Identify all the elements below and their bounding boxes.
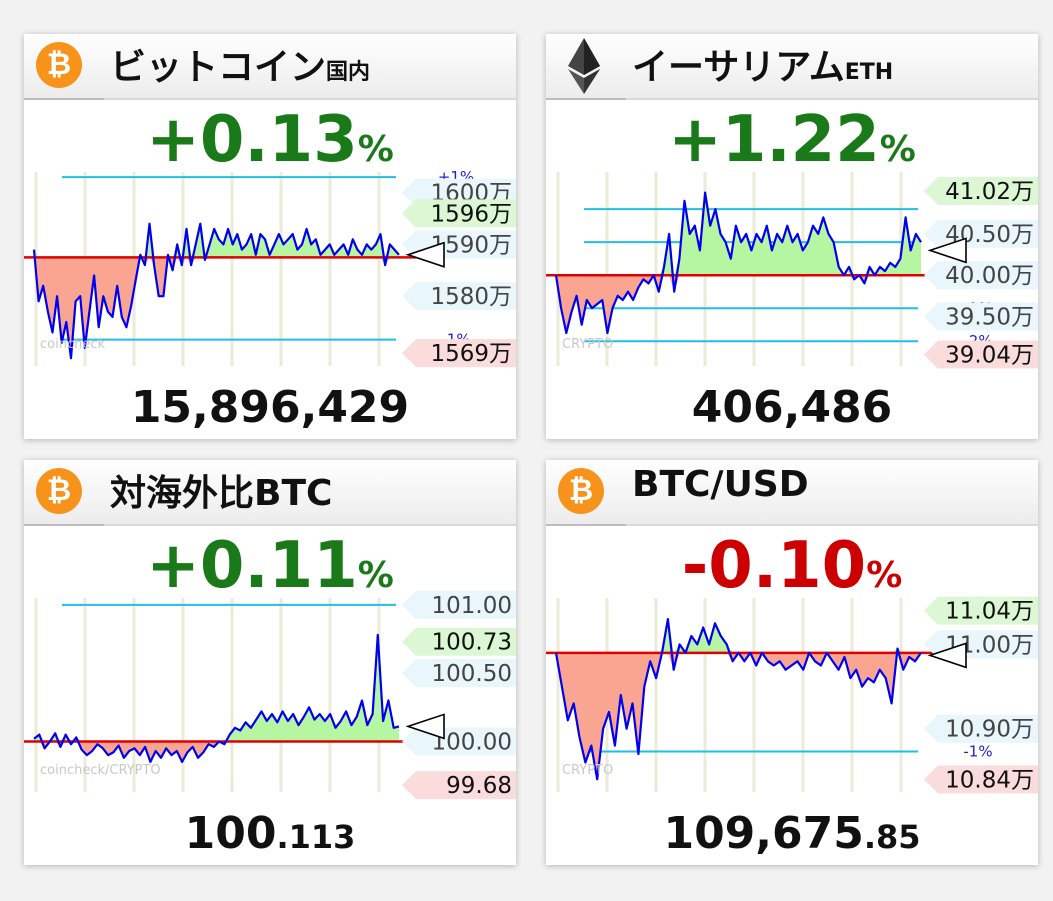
level-label-bg (924, 596, 1038, 625)
gain-area (34, 223, 399, 258)
current-price-marker (927, 237, 967, 264)
price-line (32, 222, 400, 360)
price-chart: -1%-2%CRYPTO41.02万40.50万40.00万39.50万39.0… (546, 172, 1038, 369)
watermark: CRYPTO (562, 337, 613, 352)
level-label-bg (402, 282, 516, 311)
level-label: 100.73 (432, 630, 512, 656)
level-label-bg (924, 261, 1038, 290)
level-label-bg (402, 659, 516, 688)
current-price-marker (927, 642, 967, 669)
change-percent: +0.13% (146, 103, 394, 177)
level-label-bg (924, 765, 1038, 794)
price-line (33, 633, 400, 763)
panel-title: ビットコイン国内 (110, 47, 371, 88)
watermark: CRYPTO (562, 763, 613, 778)
current-price: 109,675.85 (663, 808, 921, 859)
ethereum-icon (568, 38, 600, 94)
level-label-bg (924, 714, 1038, 743)
level-label: 11.04万 (945, 599, 1034, 625)
panel-bitcoin-domestic: ₿ ビットコイン国内 +0.13% +1%-1%coincheck1600万15… (24, 34, 516, 439)
panel-premium-btc: ₿ 対海外比BTC +0.11% coincheck/CRYPTO 101.00 1… (24, 460, 516, 865)
panel-btc-usd: ₿ BTC/USD -0.10% -1% CRYPTO 11.04万 11.00万 10… (546, 460, 1038, 865)
level-label-bg (924, 176, 1038, 205)
level-label: 101.00 (432, 593, 512, 619)
watermark: coincheck/CRYPTO (40, 763, 161, 778)
bitcoin-icon: ₿ (558, 468, 604, 514)
level-label-bg (924, 340, 1038, 369)
current-price-marker (405, 713, 445, 740)
level-label: 41.02万 (945, 179, 1034, 205)
icon-tab (546, 34, 626, 100)
level-label: 39.50万 (945, 304, 1034, 330)
level-label: 99.68 (446, 773, 512, 799)
panel-ethereum: イーサリアムETH +1.22% -1%-2%CRYPTO41.02万40.50… (546, 34, 1038, 439)
loss-area (34, 257, 399, 359)
change-percent: +0.11% (146, 529, 394, 603)
level-label-bg (402, 590, 516, 619)
icon-tab: ₿ (24, 460, 104, 526)
gain-area (556, 619, 921, 653)
level-label: 10.90万 (945, 717, 1034, 743)
level-label: 40.00万 (945, 263, 1034, 289)
price-line (554, 191, 922, 335)
icon-tab: ₿ (24, 34, 104, 100)
level-label-bg (924, 302, 1038, 331)
panel-header: ₿ BTC/USD (546, 460, 1038, 526)
guide-label: -1% (963, 743, 992, 761)
level-label: 1596万 (430, 201, 512, 227)
current-price: 406,486 (691, 382, 893, 433)
change-percent: -0.10% (681, 529, 903, 603)
loss-area (556, 275, 921, 333)
panel-header: イーサリアムETH (546, 34, 1038, 100)
level-label-bg (402, 339, 516, 368)
bitcoin-icon: ₿ (36, 42, 82, 88)
watermark: coincheck (40, 337, 105, 352)
panel-header: ₿ ビットコイン国内 (24, 34, 516, 100)
change-percent: +1.22% (668, 103, 916, 177)
panel-title: イーサリアムETH (632, 47, 894, 88)
current-price: 15,896,429 (130, 382, 410, 433)
panel-header: ₿ 対海外比BTC (24, 460, 516, 526)
current-price: 100.113 (184, 808, 356, 859)
level-label-bg (924, 219, 1038, 248)
icon-tab: ₿ (546, 460, 626, 526)
panel-title: BTC/USD (632, 464, 809, 505)
level-label: 100.50 (432, 661, 512, 687)
price-line (554, 618, 922, 781)
level-label: 39.04万 (945, 342, 1034, 368)
bitcoin-icon: ₿ (36, 468, 82, 514)
current-price-marker (405, 241, 445, 268)
level-label-bg (402, 771, 516, 800)
price-chart: coincheck/CRYPTO 101.00 100.73 100.50 100.00… (24, 590, 516, 800)
level-label-bg (402, 627, 516, 656)
level-label: 100.00 (432, 729, 512, 755)
level-label: 10.84万 (945, 767, 1034, 793)
loss-area (34, 741, 399, 762)
panel-title: 対海外比BTC (110, 473, 333, 514)
gain-area (34, 634, 399, 742)
level-label: 1569万 (430, 341, 512, 367)
level-label: 1580万 (430, 284, 512, 310)
level-label-bg (402, 199, 516, 228)
